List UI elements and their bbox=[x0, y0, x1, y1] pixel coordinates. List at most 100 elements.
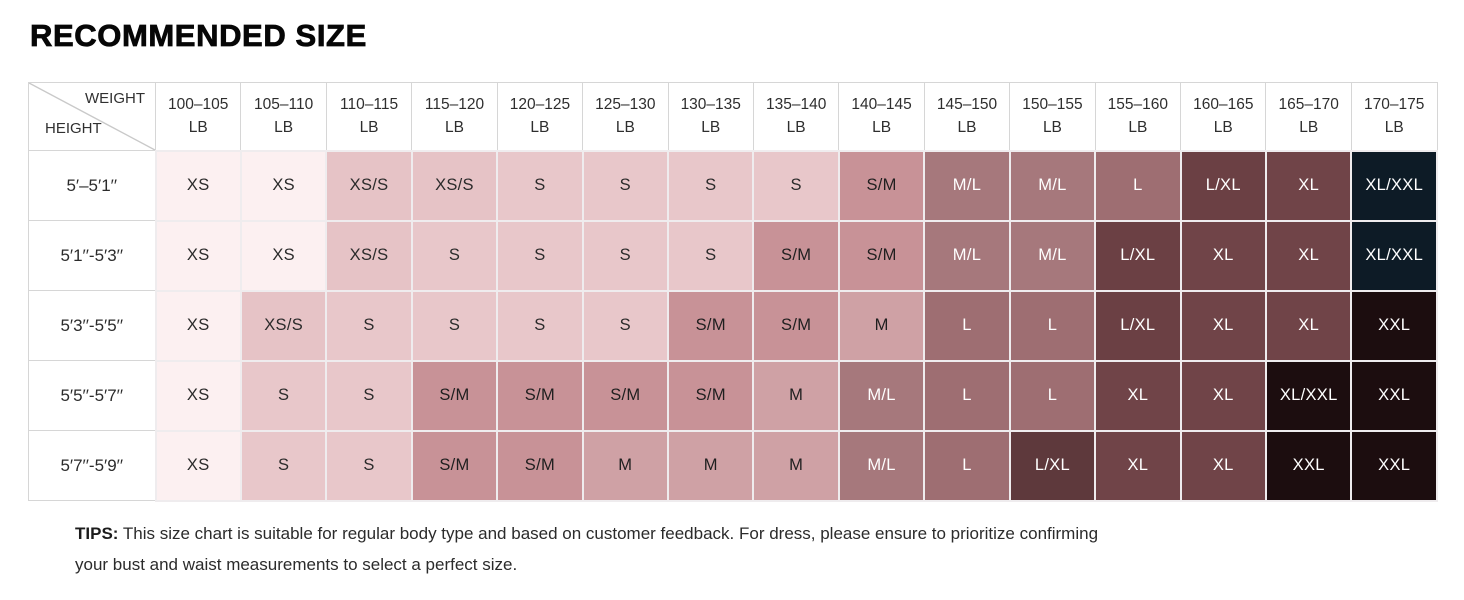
size-cell: XL bbox=[1179, 289, 1267, 362]
size-cell: S bbox=[325, 289, 413, 362]
size-cell: S bbox=[752, 149, 840, 222]
size-cell: S bbox=[667, 149, 755, 222]
corner-height-label: HEIGHT bbox=[45, 120, 102, 137]
size-cell: L/XL bbox=[1008, 429, 1097, 502]
size-cell: S/M bbox=[410, 429, 499, 502]
size-cell: S/M bbox=[837, 149, 926, 222]
weight-header: 130–135 LB bbox=[667, 82, 754, 151]
tips-line2: your bust and waist measurements to sele… bbox=[75, 555, 518, 574]
tips-label: TIPS: bbox=[75, 524, 119, 543]
weight-header: 150–155 LB bbox=[1009, 82, 1096, 151]
tips-note: TIPS: This size chart is suitable for re… bbox=[75, 518, 1435, 580]
size-cell: L bbox=[1094, 149, 1182, 222]
size-cell: XL bbox=[1094, 359, 1182, 432]
height-label: 5′5′′-5′7′′ bbox=[28, 360, 156, 431]
size-cell: M bbox=[667, 429, 755, 502]
size-cell: M/L bbox=[1008, 219, 1097, 292]
size-cell: S bbox=[581, 149, 670, 222]
height-label: 5′1′′-5′3′′ bbox=[28, 220, 156, 291]
size-cell: XXL bbox=[1350, 429, 1438, 502]
size-cell: S/M bbox=[837, 219, 926, 292]
weight-header: 110–115 LB bbox=[325, 82, 413, 151]
weight-header: 100–105 LB bbox=[154, 82, 242, 151]
height-label: 5′7′′-5′9′′ bbox=[28, 430, 156, 501]
size-cell: S bbox=[496, 149, 584, 222]
tips-line1: This size chart is suitable for regular … bbox=[122, 524, 1099, 543]
size-cell: XL/XXL bbox=[1350, 219, 1438, 292]
size-cell: XXL bbox=[1264, 429, 1353, 502]
size-cell: XS bbox=[154, 219, 242, 292]
size-cell: S bbox=[581, 289, 670, 362]
size-cell: XS bbox=[154, 289, 242, 362]
weight-header: 170–175 LB bbox=[1350, 82, 1438, 151]
diagonal-line-icon bbox=[29, 83, 155, 150]
height-label: 5′3′′-5′5′′ bbox=[28, 290, 156, 361]
size-cell: S bbox=[325, 359, 413, 432]
weight-header: 145–150 LB bbox=[923, 82, 1011, 151]
size-cell: M bbox=[581, 429, 670, 502]
weight-header: 135–140 LB bbox=[752, 82, 840, 151]
size-cell: S bbox=[325, 429, 413, 502]
size-cell: S bbox=[239, 429, 328, 502]
size-cell: S bbox=[581, 219, 670, 292]
size-cell: S/M bbox=[667, 289, 755, 362]
size-cell: M bbox=[752, 359, 840, 432]
weight-header: 105–110 LB bbox=[240, 82, 327, 151]
size-cell: L/XL bbox=[1179, 149, 1267, 222]
size-table: WEIGHT HEIGHT 100–105 LB 105–110 LB 110–115 L… bbox=[28, 82, 1438, 502]
size-cell: M bbox=[752, 429, 840, 502]
weight-header: 155–160 LB bbox=[1094, 82, 1182, 151]
size-cell: S bbox=[496, 219, 584, 292]
size-cell: XL/XXL bbox=[1350, 149, 1438, 222]
corner-weight-label: WEIGHT bbox=[85, 90, 145, 107]
size-cell: S/M bbox=[667, 359, 755, 432]
size-cell: S/M bbox=[752, 289, 840, 362]
table-row: 5′5′′-5′7′′ XS S S S/M S/M S/M S/M M M/L L L XL XL XL/… bbox=[28, 359, 1438, 432]
size-cell: S/M bbox=[496, 359, 584, 432]
size-cell: XS bbox=[154, 429, 242, 502]
size-cell: XXL bbox=[1350, 289, 1438, 362]
weight-header: 125–130 LB bbox=[582, 82, 669, 151]
weight-header: 115–120 LB bbox=[411, 82, 498, 151]
size-cell: S/M bbox=[496, 429, 584, 502]
size-cell: M/L bbox=[837, 359, 926, 432]
size-cell: XL bbox=[1264, 289, 1353, 362]
size-cell: S/M bbox=[752, 219, 840, 292]
corner-cell: WEIGHT HEIGHT bbox=[28, 82, 156, 151]
page-title: RECOMMENDED SIZE bbox=[30, 18, 367, 54]
size-cell: L/XL bbox=[1094, 219, 1182, 292]
size-cell: XXL bbox=[1350, 359, 1438, 432]
weight-header: 140–145 LB bbox=[838, 82, 925, 151]
size-cell: XS/S bbox=[239, 289, 328, 362]
size-cell: S bbox=[410, 289, 499, 362]
size-cell: XL bbox=[1094, 429, 1182, 502]
size-cell: L/XL bbox=[1094, 289, 1182, 362]
table-row: 5′1′′-5′3′′ XS XS XS/S S S S S S/M S/M M/L M/L L/XL X… bbox=[28, 219, 1438, 292]
size-cell: XS bbox=[154, 359, 242, 432]
table-row: 5′3′′-5′5′′ XS XS/S S S S S S/M S/M M L L L/XL XL XL XX… bbox=[28, 289, 1438, 362]
table-row: 5′7′′-5′9′′ XS S S S/M S/M M M M M/L L L/XL XL XL XXL X… bbox=[28, 429, 1438, 502]
size-cell: M/L bbox=[923, 219, 1011, 292]
size-cell: XL bbox=[1179, 219, 1267, 292]
size-cell: XL bbox=[1179, 429, 1267, 502]
size-cell: M/L bbox=[923, 149, 1011, 222]
size-cell: S bbox=[410, 219, 499, 292]
size-cell: L bbox=[1008, 289, 1097, 362]
size-cell: XL bbox=[1264, 219, 1353, 292]
header-row: WEIGHT HEIGHT 100–105 LB 105–110 LB 110–115 L… bbox=[28, 82, 1438, 151]
size-cell: XL/XXL bbox=[1264, 359, 1353, 432]
size-cell: L bbox=[923, 289, 1011, 362]
weight-header: 120–125 LB bbox=[496, 82, 584, 151]
size-cell: M/L bbox=[837, 429, 926, 502]
size-cell: L bbox=[1008, 359, 1097, 432]
size-cell: S bbox=[239, 359, 328, 432]
size-cell: M bbox=[837, 289, 926, 362]
size-cell: L bbox=[923, 429, 1011, 502]
weight-header: 165–170 LB bbox=[1265, 82, 1352, 151]
size-cell: XL bbox=[1264, 149, 1353, 222]
table-row: 5′–5′1′′ XS XS XS/S XS/S S S S S S/M M/L M/L L L/XL XL… bbox=[28, 149, 1438, 222]
size-cell: XS bbox=[239, 149, 328, 222]
size-cell: XL bbox=[1179, 359, 1267, 432]
size-cell: L bbox=[923, 359, 1011, 432]
